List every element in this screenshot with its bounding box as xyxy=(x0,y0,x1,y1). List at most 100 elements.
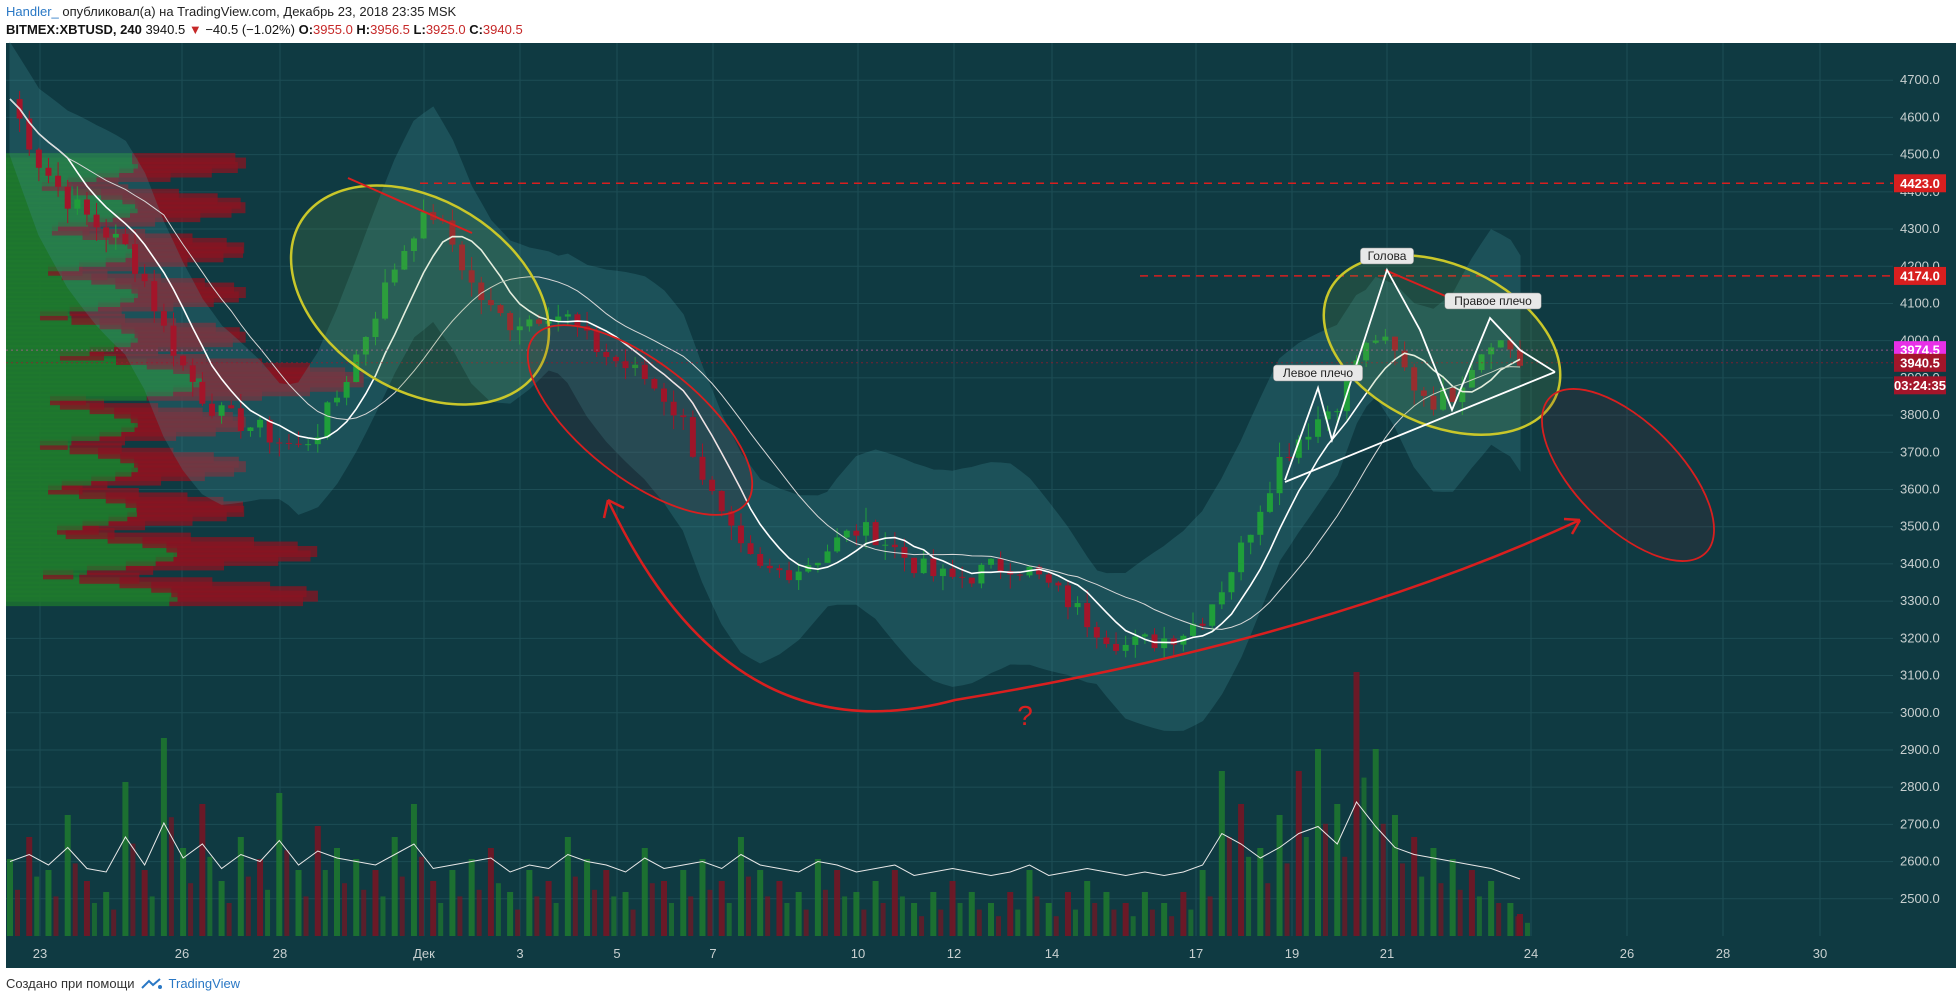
volume-bar xyxy=(688,896,694,936)
price-change: −40.5 (−1.02%) xyxy=(205,22,295,37)
volume-bar xyxy=(418,856,424,936)
time-tick-label: 7 xyxy=(709,946,716,961)
high-value: 3956.5 xyxy=(370,22,410,37)
grid-lines xyxy=(6,43,1893,936)
price-tick-label: 2600.0 xyxy=(1900,854,1940,869)
volume-bar xyxy=(72,863,78,936)
volume-bar xyxy=(1265,883,1271,936)
volume-bar xyxy=(718,881,725,936)
top-ellipse xyxy=(289,184,551,406)
volume-bar xyxy=(726,903,732,936)
candle-body xyxy=(1141,634,1148,637)
candle-body xyxy=(1161,638,1168,649)
volume-bar xyxy=(457,896,463,936)
candle-body xyxy=(228,405,235,409)
volume-bar xyxy=(468,859,475,936)
candle-body xyxy=(891,544,898,548)
volume-bar xyxy=(1103,892,1110,936)
volume-bar xyxy=(372,870,379,936)
volume-bar xyxy=(26,837,33,936)
volume-bar xyxy=(1361,777,1367,936)
candle-body xyxy=(988,558,995,565)
right-shoulder-label: Правое плечо xyxy=(1444,292,1542,310)
time-tick-label: 26 xyxy=(175,946,189,961)
price-label-text: 4174.0 xyxy=(1900,268,1940,283)
candle-body xyxy=(1334,411,1341,413)
time-tick-label: 5 xyxy=(613,946,620,961)
candle-body xyxy=(401,250,408,270)
time-tick-label: 28 xyxy=(273,946,287,961)
volume-bar xyxy=(891,870,898,936)
candle-body xyxy=(1170,638,1177,645)
footer-text: Создано при помощи xyxy=(6,976,135,991)
volume-bar xyxy=(880,903,886,936)
candle-body xyxy=(362,337,369,355)
volume-bar xyxy=(322,870,328,936)
candle-body xyxy=(305,444,312,446)
price-tick-label: 3100.0 xyxy=(1900,668,1940,683)
volume-bar xyxy=(1180,892,1187,936)
profile-bar-down xyxy=(132,153,236,165)
volume-bar xyxy=(122,782,129,936)
volume-bar xyxy=(1496,903,1502,936)
volume-bar xyxy=(919,916,925,936)
profile-bar-down xyxy=(61,269,108,281)
time-tick-label: 3 xyxy=(516,946,523,961)
candle-body xyxy=(112,233,119,238)
time-tick-label: 26 xyxy=(1620,946,1634,961)
candle-body xyxy=(1257,511,1264,535)
head-label-bg xyxy=(1360,247,1414,265)
candle-body xyxy=(1209,604,1216,626)
volume-bar xyxy=(334,848,341,936)
profile-bar-down xyxy=(99,318,177,330)
volume-bar xyxy=(130,843,136,936)
volume-bar xyxy=(399,876,405,936)
volume-bar xyxy=(1399,863,1405,936)
volume-bar xyxy=(1457,889,1463,936)
candle-body xyxy=(920,558,927,574)
candle-body xyxy=(93,214,100,228)
candle-body xyxy=(689,417,696,457)
price-label-bg xyxy=(1894,174,1946,193)
candle-body xyxy=(507,313,514,331)
candle-body xyxy=(1497,340,1504,348)
author-link[interactable]: Handler_ xyxy=(6,4,59,19)
candle-body xyxy=(824,551,831,563)
price-axis[interactable]: 4700.04600.04500.04400.04300.04200.04100… xyxy=(1900,72,1940,906)
candle-body xyxy=(237,408,244,431)
price-axis-background xyxy=(1893,43,1956,968)
candle-body xyxy=(151,281,158,312)
time-axis-background xyxy=(6,936,1893,968)
price-tick-label: 3400.0 xyxy=(1900,556,1940,571)
volume-bar xyxy=(834,870,841,936)
volume-bar xyxy=(257,859,264,936)
hs-pattern-line xyxy=(1284,267,1556,481)
volume-bar xyxy=(968,892,975,936)
time-axis[interactable]: 23 26 28 Дек 3 5 7 10 12 14 17 19 21 24 26 28 30 xyxy=(33,946,1827,961)
candle-body xyxy=(1276,456,1283,494)
profile-bar-down xyxy=(79,487,139,499)
volume-bar xyxy=(611,896,617,936)
volume-bar xyxy=(622,892,629,936)
low-label: L: xyxy=(413,22,426,37)
price-label-bg xyxy=(1894,353,1946,372)
candle-body xyxy=(747,543,754,555)
low-value: 3925.0 xyxy=(425,22,466,37)
candle-body xyxy=(603,352,610,357)
volume-bar xyxy=(1092,903,1098,936)
candle-body xyxy=(1113,643,1120,651)
volume-bar xyxy=(861,909,867,936)
price-tick-label: 3800.0 xyxy=(1900,407,1940,422)
candle-body xyxy=(1055,582,1062,586)
volume-bar xyxy=(1438,883,1444,936)
volume-bar xyxy=(938,909,944,936)
candle-body xyxy=(295,443,302,445)
price-tick-label: 2900.0 xyxy=(1900,742,1940,757)
candle-body xyxy=(1036,566,1043,575)
volume-bar xyxy=(34,876,40,936)
channel-ellipse xyxy=(526,324,754,516)
price-label-bg xyxy=(1894,266,1946,285)
tradingview-link[interactable]: TradingView xyxy=(168,976,241,991)
candle-body xyxy=(478,282,485,301)
